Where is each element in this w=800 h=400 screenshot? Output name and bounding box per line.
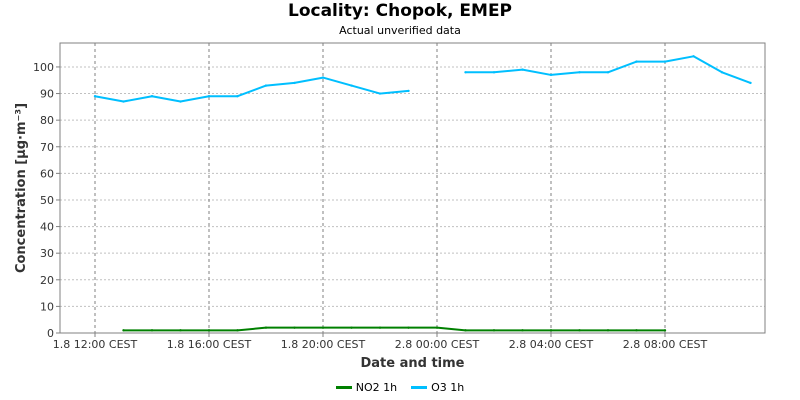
y-tick-label: 10 [40, 300, 54, 313]
y-tick-label: 0 [47, 327, 54, 340]
chart-subtitle: Actual unverified data [339, 24, 461, 37]
legend-item-o3[interactable]: O3 1h [411, 381, 464, 394]
series-line-o3-1h [465, 55, 751, 84]
x-tick-label: 1.8 12:00 CEST [53, 338, 138, 351]
plot-frame [59, 42, 766, 334]
y-axis-ticks: 0 10 20 30 40 50 60 70 80 90 100 [33, 61, 60, 340]
x-axis-label: Date and time [360, 356, 464, 371]
grid-lines [60, 43, 765, 333]
legend: NO2 1h O3 1h [0, 381, 800, 394]
y-tick-label: 90 [40, 88, 54, 101]
legend-swatch-no2 [335, 386, 352, 389]
y-axis-label: Concentration [µg·m⁻³] [14, 103, 29, 273]
x-tick-label: 1.8 20:00 CEST [281, 338, 366, 351]
y-tick-label: 70 [40, 141, 54, 154]
y-tick-label: 100 [33, 61, 54, 74]
chart-title: Locality: Chopok, EMEP [287, 1, 513, 21]
data-series [93, 55, 752, 332]
series-line-o3-1h [94, 76, 409, 103]
y-tick-label: 50 [40, 194, 54, 207]
legend-label-no2: NO2 1h [355, 381, 398, 394]
x-tick-label: 2.8 00:00 CEST [395, 338, 480, 351]
x-tick-label: 2.8 08:00 CEST [623, 338, 708, 351]
y-tick-label: 40 [40, 221, 54, 234]
y-tick-label: 80 [40, 114, 54, 127]
legend-swatch-o3 [411, 386, 428, 389]
legend-item-no2[interactable]: NO2 1h [335, 381, 398, 394]
series-line-no2-1h [123, 326, 665, 332]
plot-area [60, 43, 765, 333]
x-tick-label: 2.8 04:00 CEST [509, 338, 594, 351]
legend-label-o3: O3 1h [431, 381, 465, 394]
y-tick-label: 60 [40, 167, 54, 180]
x-tick-label: 1.8 16:00 CEST [167, 338, 252, 351]
y-tick-label: 20 [40, 274, 54, 287]
x-axis-ticks: 1.8 12:00 CEST 1.8 16:00 CEST 1.8 20:00 CE… [53, 333, 708, 351]
y-tick-label: 30 [40, 247, 54, 260]
